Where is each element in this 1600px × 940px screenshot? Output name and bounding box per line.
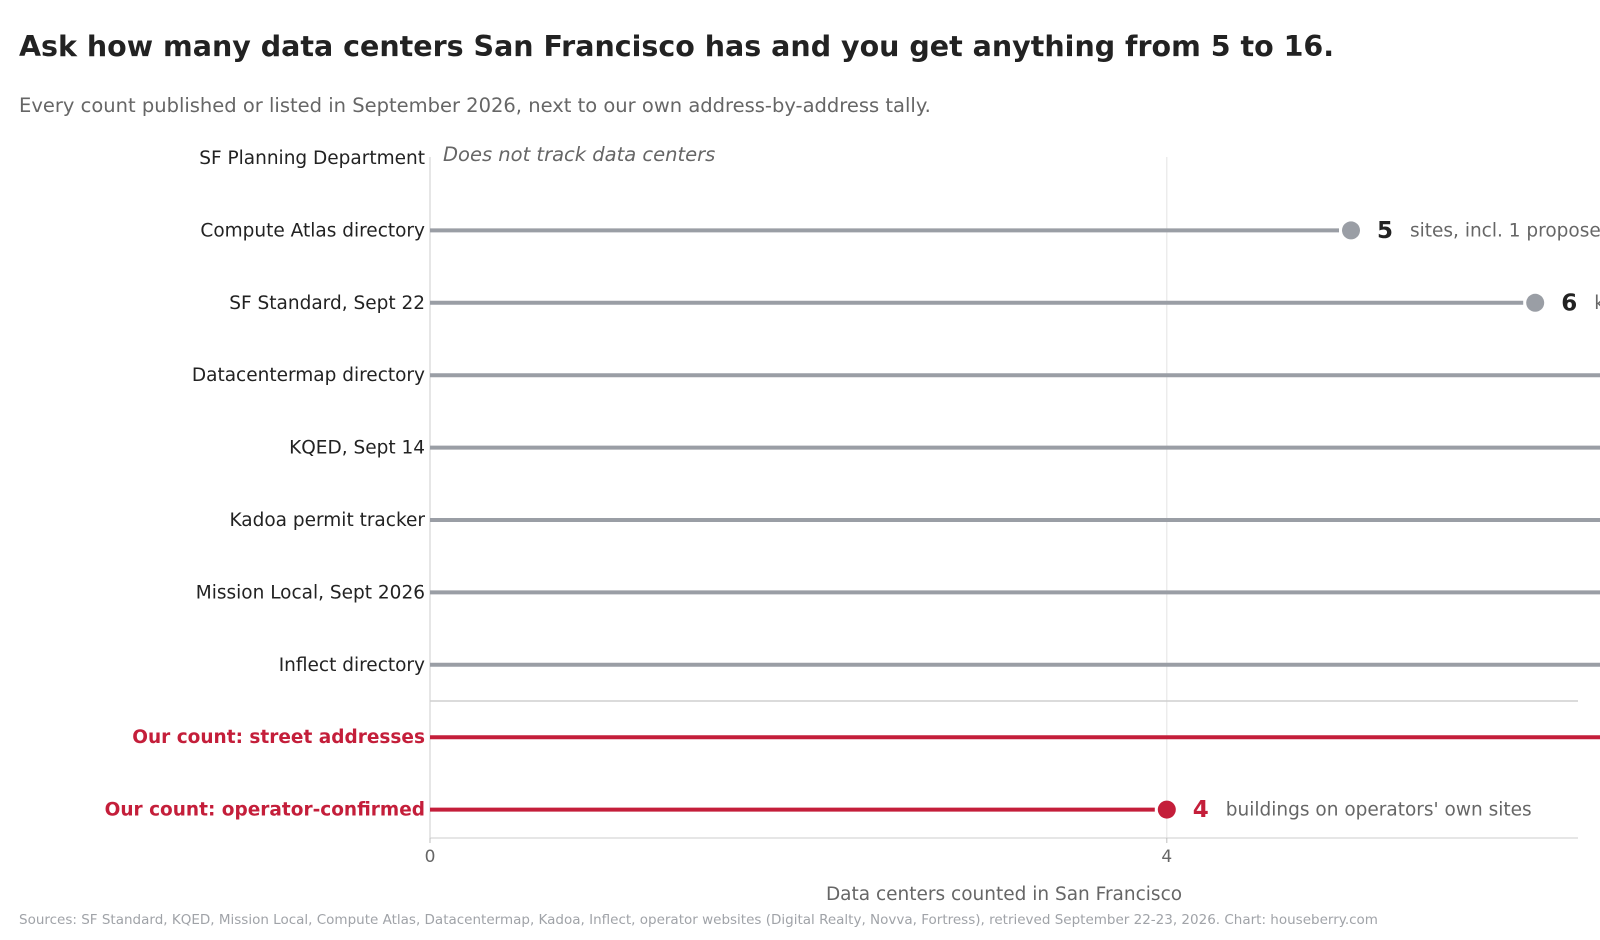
row-label: Datacentermap directory: [192, 365, 425, 386]
source-note: Sources: SF Standard, KQED, Mission Loca…: [19, 912, 1378, 928]
x-tick-label: 4: [1161, 847, 1172, 867]
lollipop-dot: [1342, 221, 1360, 240]
lollipop-dot: [1157, 800, 1176, 819]
row-note: Does not track data centers: [443, 143, 715, 166]
row-label: Our count: street addresses: [132, 727, 425, 748]
chart-title: Ask how many data centers San Francisco …: [19, 30, 1335, 63]
value-label: 6: [1561, 290, 1577, 316]
chart-subtitle: Every count published or listed in Septe…: [19, 94, 931, 117]
row-label: Compute Atlas directory: [200, 220, 425, 241]
value-label: 4: [1193, 797, 1209, 823]
row-label: SF Planning Department: [199, 148, 425, 169]
row-label: Inflect directory: [279, 655, 425, 676]
row-label: SF Standard, Sept 22: [229, 293, 425, 314]
row-note: known sites, "at least": [1594, 293, 1600, 314]
value-label: 5: [1377, 218, 1393, 244]
row-label: Our count: operator-confirmed: [105, 800, 425, 821]
row-note: sites, incl. 1 proposed: [1410, 220, 1600, 241]
row-note: buildings on operators' own sites: [1226, 800, 1532, 821]
row-label: Mission Local, Sept 2026: [196, 582, 425, 603]
row-label: KQED, Sept 14: [289, 438, 425, 459]
x-axis-title: Data centers counted in San Francisco: [826, 884, 1182, 905]
lollipop-dot: [1526, 293, 1545, 312]
x-tick-label: 0: [425, 847, 436, 867]
row-label: Kadoa permit tracker: [229, 510, 425, 531]
